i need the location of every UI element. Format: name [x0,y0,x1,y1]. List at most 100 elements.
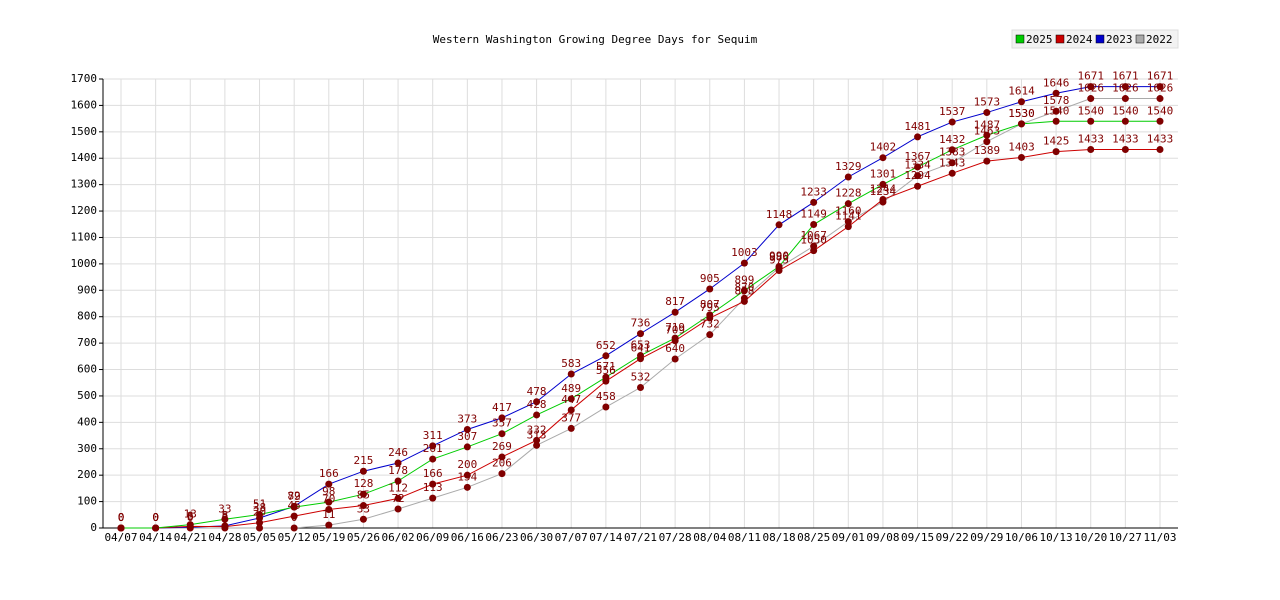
data-point [844,223,852,231]
x-tick-label: 08/04 [693,531,726,544]
data-point [637,383,644,391]
data-label: 11 [322,508,335,521]
data-point [1087,146,1095,154]
data-label: 38 [253,501,266,514]
data-point [152,524,160,532]
data-label: 0 [118,511,125,524]
data-point [359,515,367,523]
x-tick-label: 07/14 [589,531,622,544]
data-point [671,355,679,363]
data-point [186,524,194,532]
data-label: 641 [631,342,651,355]
x-tick-label: 08/25 [797,531,830,544]
data-point [429,455,437,463]
data-label: 112 [388,481,408,494]
data-point [1156,83,1164,91]
data-point [1017,120,1025,128]
y-tick-label: 1500 [71,125,98,138]
data-label: 1160 [835,205,862,218]
data-label: 1646 [1043,76,1070,89]
x-tick-label: 07/07 [555,531,588,544]
data-label: 98 [322,485,335,498]
data-point [602,352,610,360]
x-tick-label: 05/26 [347,531,380,544]
data-label: 357 [492,417,512,430]
y-tick-label: 400 [77,415,97,428]
data-point [567,424,575,432]
data-point [567,406,575,414]
data-label: 1334 [904,159,931,172]
data-point [498,453,506,461]
data-point [359,490,367,498]
data-label: 1402 [870,141,897,154]
data-label: 709 [665,324,685,337]
data-label: 82 [288,489,301,502]
data-point [359,502,367,510]
data-point [983,131,991,139]
data-label: 1614 [1008,85,1035,98]
x-tick-label: 06/09 [416,531,449,544]
data-point [602,403,610,411]
data-label: 1537 [939,105,966,118]
data-point [1121,95,1129,103]
data-label: 128 [353,477,373,490]
legend: 2025 2024 2023 2022 [1011,29,1179,49]
data-label: 5 [222,510,229,523]
data-label: 0 [187,511,194,524]
data-point [1087,83,1095,91]
data-label: 1626 [1077,82,1104,95]
data-point [256,514,264,522]
legend-swatch [1095,34,1105,44]
y-tick-label: 900 [77,283,97,296]
data-label: 3 [187,510,194,523]
data-label: 1540 [1112,104,1139,117]
data-point [914,182,922,190]
data-label: 458 [596,390,616,403]
data-point [810,198,818,206]
data-label: 0 [152,511,159,524]
data-label: 1141 [835,210,862,223]
data-label: 1389 [974,144,1001,157]
legend-box [1011,29,1179,49]
data-point [394,505,402,513]
data-point [775,264,783,272]
y-tick-label: 500 [77,389,97,402]
x-tick-label: 08/11 [728,531,761,544]
data-point [325,498,333,506]
data-point [429,442,437,450]
data-point [1156,95,1164,103]
data-point [671,337,679,345]
data-point [983,109,991,117]
data-label: 113 [423,481,443,494]
data-label: 478 [527,385,547,398]
data-label: 1383 [939,146,966,159]
data-label: 1540 [1077,104,1104,117]
data-label: 1425 [1043,135,1070,148]
data-label: 1050 [800,234,827,247]
data-point [1017,153,1025,161]
data-label: 269 [492,440,512,453]
y-tick-label: 600 [77,363,97,376]
data-label: 373 [457,412,477,425]
data-point [948,118,956,126]
data-label: 0 [118,511,125,524]
data-label: 653 [631,339,651,352]
data-label: 1671 [1147,70,1174,83]
x-tick-label: 11/03 [1143,531,1176,544]
data-label: 311 [423,429,443,442]
data-label: 0 [118,511,125,524]
data-point [463,483,471,491]
data-label: 166 [319,467,339,480]
data-label: 33 [218,502,231,515]
data-point [810,221,818,229]
y-tick-label: 1000 [71,257,98,270]
data-point [879,180,887,188]
data-point [394,494,402,502]
data-label: 990 [769,250,789,263]
data-label: 1530 [1008,107,1035,120]
data-point [429,494,437,502]
data-point [325,521,333,529]
data-label: 1233 [800,185,827,198]
data-label: 246 [388,446,408,459]
data-point [775,221,783,229]
